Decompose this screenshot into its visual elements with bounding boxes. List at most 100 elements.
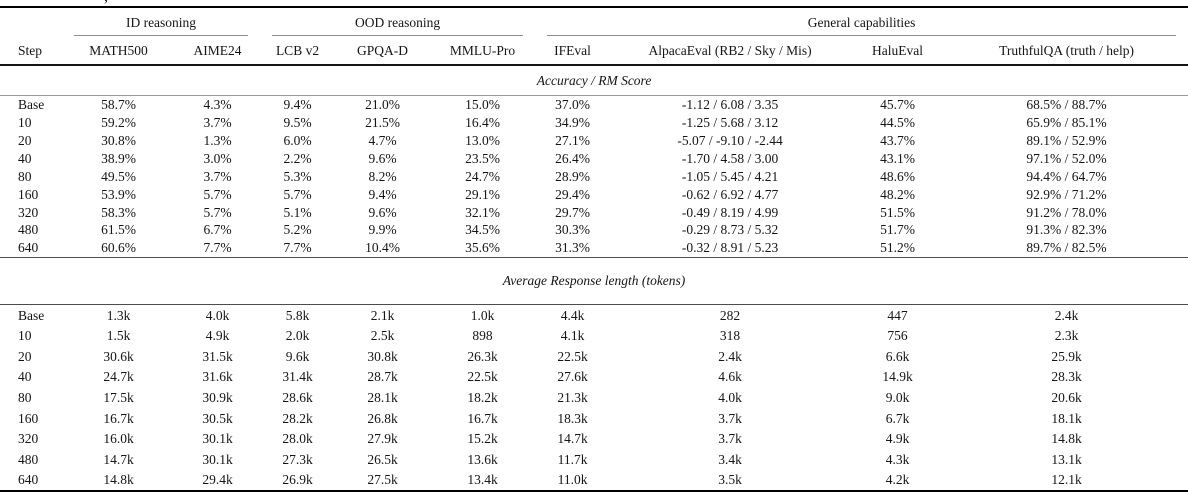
value-cell: 65.9% / 85.1% — [1026, 115, 1107, 131]
value-cell: 3.7% — [203, 115, 232, 131]
value-cell: 14.7k — [103, 451, 134, 467]
value-cell: 30.9k — [202, 389, 233, 405]
value-cell: 51.2% — [880, 240, 915, 256]
value-cell: 91.2% / 78.0% — [1026, 204, 1107, 220]
section-title-accuracy: Accuracy / RM Score — [0, 65, 1188, 96]
table-row: 320 16.0k 30.1k 28.0k 27.9k 15.2k 14.7k 3.7k 4.9… — [0, 429, 1188, 450]
value-cell: -1.25 / 5.68 / 3.12 — [681, 115, 779, 131]
table-row: 20 30.6k 31.5k 9.6k 30.8k 26.3k 22.5k 2.4k 6.6k 2… — [0, 346, 1188, 367]
value-cell: 34.5% — [465, 222, 500, 238]
table-row: 320 58.3% 5.7% 5.1% 9.6% 32.1% 29.7% -0.49 / 8.… — [0, 203, 1188, 221]
value-cell: 14.9k — [882, 369, 913, 385]
table-row: 20 30.8% 1.3% 6.0% 4.7% 13.0% 27.1% -5.07 / -9.… — [0, 132, 1188, 150]
value-cell: 21.5% — [365, 115, 400, 131]
group-ood-reasoning: OOD reasoning — [260, 7, 535, 38]
section-title-row: Average Response length (tokens) — [0, 257, 1188, 306]
value-cell: 48.2% — [880, 186, 915, 202]
value-cell: 89.1% / 52.9% — [1026, 132, 1107, 148]
step-cell: 480 — [18, 222, 39, 238]
value-cell: 4.0k — [205, 307, 230, 323]
step-cell: 320 — [18, 431, 39, 447]
value-cell: 16.0k — [103, 431, 134, 447]
value-cell: 24.7% — [465, 168, 500, 184]
value-cell: 22.5k — [467, 369, 498, 385]
value-cell: 59.2% — [101, 115, 136, 131]
value-cell: 9.4% — [368, 186, 397, 202]
value-cell: 31.5k — [202, 348, 233, 364]
step-cell: 40 — [18, 369, 32, 385]
value-cell: 18.3k — [557, 410, 588, 426]
value-cell: 3.7k — [718, 431, 742, 447]
value-cell: 48.6% — [880, 168, 915, 184]
step-cell: Base — [18, 307, 45, 323]
col-header-mmlu-pro: MMLU-Pro — [430, 38, 536, 66]
col-header-math500: MATH500 — [62, 38, 175, 66]
value-cell: 9.4% — [283, 97, 312, 113]
value-cell: 20.6k — [1051, 389, 1082, 405]
value-cell: 9.6% — [368, 150, 397, 166]
value-cell: 15.2k — [467, 431, 498, 447]
group-general-capabilities-label: General capabilities — [547, 15, 1177, 36]
value-cell: 51.5% — [880, 204, 915, 220]
table-row: 80 49.5% 3.7% 5.3% 8.2% 24.7% 28.9% -1.05 / 5.4… — [0, 168, 1188, 186]
value-cell: -0.32 / 8.91 / 5.23 — [681, 240, 779, 256]
value-cell: 22.5k — [557, 348, 588, 364]
table-row: 80 17.5k 30.9k 28.6k 28.1k 18.2k 21.3k 4.0k 9.0k… — [0, 387, 1188, 408]
value-cell: 58.3% — [101, 204, 136, 220]
value-cell: 25.9k — [1051, 348, 1082, 364]
value-cell: 13.4k — [467, 472, 498, 488]
value-cell: 2.0k — [285, 328, 310, 344]
value-cell: 28.9% — [555, 168, 590, 184]
value-cell: 38.9% — [101, 150, 136, 166]
value-cell: 4.6k — [718, 369, 742, 385]
value-cell: 14.8k — [1051, 431, 1082, 447]
value-cell: 27.3k — [282, 451, 313, 467]
section-accuracy-rows: Base 58.7% 4.3% 9.4% 21.0% 15.0% 37.0% -1.12 / … — [0, 96, 1188, 258]
value-cell: 30.6k — [103, 348, 134, 364]
table-header: ID reasoning OOD reasoning General capab… — [0, 7, 1188, 66]
value-cell: 9.9% — [368, 222, 397, 238]
value-cell: 4.4k — [560, 307, 585, 323]
section-length-title: Average Response length (tokens) — [0, 257, 1188, 306]
value-cell: 13.6k — [467, 451, 498, 467]
value-cell: 53.9% — [101, 186, 136, 202]
group-ood-reasoning-label: OOD reasoning — [272, 15, 524, 36]
value-cell: 30.8% — [101, 132, 136, 148]
value-cell: 6.0% — [283, 132, 312, 148]
value-cell: 7.7% — [283, 240, 312, 256]
value-cell: 29.4% — [555, 186, 590, 202]
value-cell: 4.7% — [368, 132, 397, 148]
value-cell: 1.3k — [106, 307, 131, 323]
value-cell: 4.2k — [885, 472, 910, 488]
table-row: 480 14.7k 30.1k 27.3k 26.5k 13.6k 11.7k 3.4k 4.3… — [0, 449, 1188, 470]
value-cell: 26.8k — [367, 410, 398, 426]
value-cell: 49.5% — [101, 168, 136, 184]
value-cell: 26.3k — [467, 348, 498, 364]
value-cell: 61.5% — [101, 222, 136, 238]
value-cell: 6.6k — [885, 348, 910, 364]
results-table: ID reasoning OOD reasoning General capab… — [0, 6, 1188, 492]
value-cell: 9.5% — [283, 115, 312, 131]
value-cell: 35.6% — [465, 240, 500, 256]
value-cell: 4.1k — [560, 328, 585, 344]
value-cell: 23.5% — [465, 150, 500, 166]
value-cell: 8.2% — [368, 168, 397, 184]
value-cell: 9.0k — [885, 389, 910, 405]
value-cell: 30.1k — [202, 451, 233, 467]
step-cell: 10 — [18, 115, 32, 131]
value-cell: 7.7% — [203, 240, 232, 256]
value-cell: 13.0% — [465, 132, 500, 148]
step-cell: 640 — [18, 240, 39, 256]
step-cell: 480 — [18, 451, 39, 467]
table-row: 160 16.7k 30.5k 28.2k 26.8k 16.7k 18.3k 3.7k 6.7… — [0, 408, 1188, 429]
value-cell: 29.1% — [465, 186, 500, 202]
value-cell: 6.7k — [885, 410, 910, 426]
value-cell: 2.2% — [283, 150, 312, 166]
value-cell: -5.07 / -9.10 / -2.44 — [677, 132, 783, 148]
cropped-caption-fragment: , — [104, 0, 108, 5]
value-cell: 14.8k — [103, 472, 134, 488]
value-cell: 2.3k — [1054, 328, 1079, 344]
value-cell: 43.7% — [880, 132, 915, 148]
value-cell: 4.3k — [885, 451, 910, 467]
value-cell: 2.4k — [1054, 307, 1079, 323]
